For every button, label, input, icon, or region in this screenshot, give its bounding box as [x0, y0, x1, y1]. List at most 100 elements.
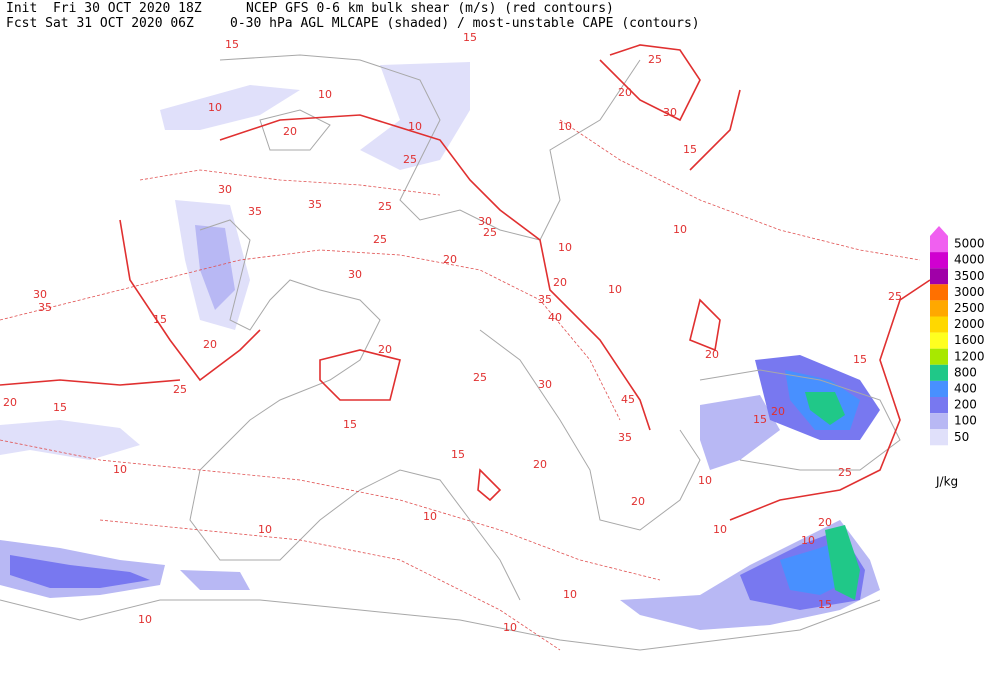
contour-label: 20: [705, 348, 719, 361]
contour: [559, 119, 921, 261]
contour-label: 15: [451, 448, 465, 461]
coast: [479, 329, 701, 531]
legend-swatch: [930, 332, 948, 349]
contour-label: 15: [753, 413, 767, 426]
shade: [825, 525, 860, 600]
contour-label: 20: [283, 125, 297, 138]
shade: [10, 555, 150, 588]
contour-label: 15: [343, 418, 357, 431]
legend-swatch: [930, 316, 948, 333]
coast: [189, 219, 521, 601]
contour-label: 20: [3, 396, 17, 409]
contour-label: 45: [621, 393, 635, 406]
contour-label: 15: [818, 598, 832, 611]
legend-swatch: [930, 300, 948, 317]
contour-label: 10: [713, 523, 727, 536]
legend-swatch: [930, 429, 948, 446]
contour: [0, 439, 661, 581]
contour-label: 40: [548, 311, 562, 324]
contour-label: 30: [33, 288, 47, 301]
contour-label: 10: [258, 523, 272, 536]
contour: [689, 89, 741, 171]
contour-label: 10: [698, 474, 712, 487]
contour-label: 20: [818, 516, 832, 529]
shade: [700, 395, 780, 470]
contour-label: 30: [218, 183, 232, 196]
contour-label: 20: [771, 405, 785, 418]
contour-label: 10: [113, 463, 127, 476]
legend-label: 1200: [954, 349, 985, 363]
contour-label: 15: [153, 313, 167, 326]
legend-unit: J/kg: [935, 475, 958, 489]
legend-label: 1600: [954, 333, 985, 347]
legend-swatch: [930, 397, 948, 414]
legend-label: 400: [954, 381, 977, 395]
contour-label: 35: [38, 301, 52, 314]
legend-label: 3000: [954, 285, 985, 299]
legend-swatch: [930, 284, 948, 301]
contour: [599, 44, 701, 122]
legend-label: 100: [954, 414, 977, 428]
contour-label: 10: [558, 241, 572, 254]
legend-swatch: [930, 348, 948, 365]
contour-label: 20: [203, 338, 217, 351]
legend-label: 200: [954, 398, 977, 412]
shade: [195, 225, 235, 310]
contour-label: 25: [838, 466, 852, 479]
legend-label: 800: [954, 365, 977, 379]
legend-label: 3500: [954, 269, 985, 283]
contour: [729, 279, 931, 521]
coastlines: [0, 54, 901, 651]
contour-label: 35: [308, 198, 322, 211]
contour-label: 20: [631, 495, 645, 508]
contour-label: 10: [801, 534, 815, 547]
legend-label: 5000: [954, 237, 985, 251]
contour: [219, 114, 651, 431]
legend-label: 2000: [954, 317, 985, 331]
contour-label: 30: [478, 215, 492, 228]
contour: [139, 169, 441, 196]
shade: [805, 392, 845, 425]
legend-label: 50: [954, 430, 969, 444]
contour-label: 20: [443, 253, 457, 266]
contour-label: 25: [378, 200, 392, 213]
contour-label: 10: [608, 283, 622, 296]
contour-label: 10: [503, 621, 517, 634]
contour-label: 25: [473, 371, 487, 384]
legend-label: 4000: [954, 253, 985, 267]
contour-label: 10: [423, 510, 437, 523]
contour-label: 30: [348, 268, 362, 281]
coast: [0, 599, 881, 651]
legend-swatch: [930, 236, 948, 253]
contour-label: 25: [888, 290, 902, 303]
shear-contours-thin: [0, 119, 921, 651]
legend-swatch: [930, 268, 948, 285]
contour-label: 20: [553, 276, 567, 289]
shade: [0, 420, 140, 460]
contour: [477, 468, 502, 502]
contour-label: 15: [53, 401, 67, 414]
contour-label: 15: [463, 31, 477, 44]
contour-label: 15: [225, 38, 239, 51]
contour-label: 25: [648, 53, 662, 66]
legend-swatch: [930, 252, 948, 269]
legend-label: 2500: [954, 301, 985, 315]
contour-label: 10: [563, 588, 577, 601]
contour-label: 30: [538, 378, 552, 391]
contour-label: 15: [853, 353, 867, 366]
contour-label: 10: [408, 120, 422, 133]
contour: [0, 379, 181, 386]
cape-shading: [0, 62, 880, 630]
contour-label: 10: [138, 613, 152, 626]
contour-label: 30: [663, 106, 677, 119]
contour: [689, 298, 721, 352]
contour-label: 10: [558, 120, 572, 133]
contour: [99, 519, 561, 651]
contour-label: 10: [318, 88, 332, 101]
coast: [259, 109, 331, 151]
contour: [119, 219, 261, 382]
contour-label: 10: [673, 223, 687, 236]
shade: [160, 85, 300, 130]
contour-label: 20: [378, 343, 392, 356]
